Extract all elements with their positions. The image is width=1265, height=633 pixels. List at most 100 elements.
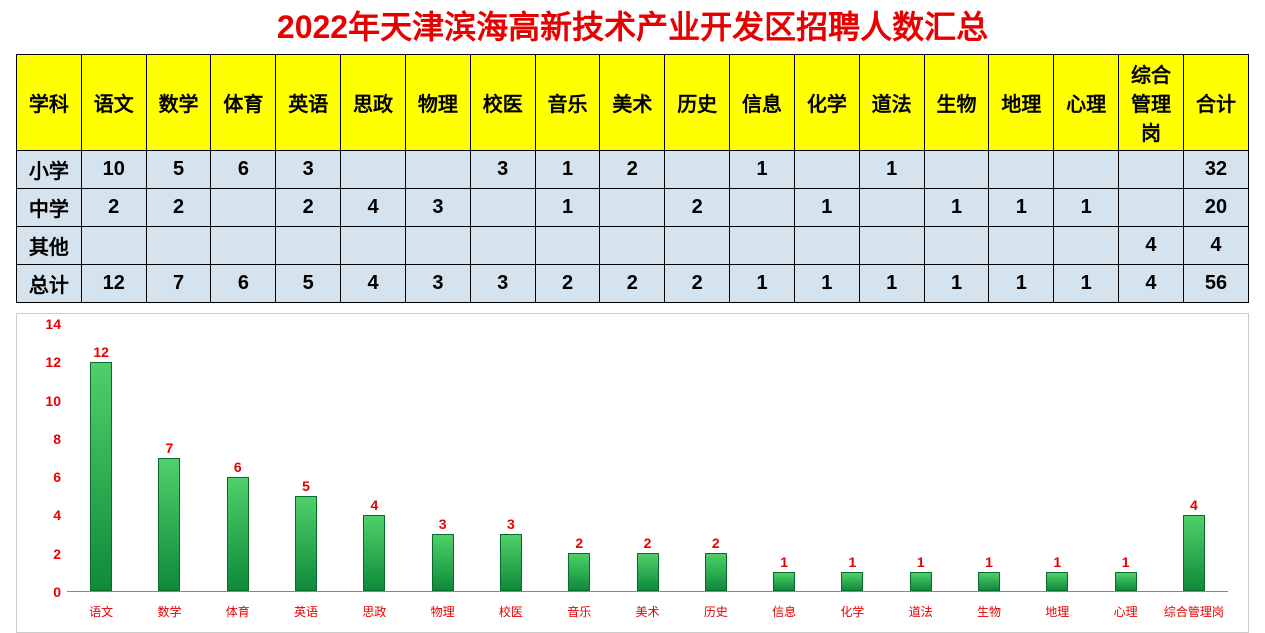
table-cell: 6: [211, 151, 276, 189]
table-cell: [665, 151, 730, 189]
bar: [978, 572, 1000, 591]
table-cell: [859, 189, 924, 227]
bar-value-label: 4: [1190, 497, 1198, 513]
bar-value-label: 2: [644, 535, 652, 551]
table-header-cell: 生物: [924, 55, 989, 151]
y-axis: 02468101214: [35, 324, 65, 592]
bar: [432, 534, 454, 591]
bar: [568, 553, 590, 591]
table-cell: [730, 227, 795, 265]
table-cell: [924, 151, 989, 189]
x-axis-label: 信息: [750, 603, 818, 620]
x-axis-label: 英语: [272, 603, 340, 620]
bar: [500, 534, 522, 591]
bar-slot: 7: [135, 324, 203, 591]
table-cell: [989, 227, 1054, 265]
table-cell: 1: [730, 151, 795, 189]
table-row: 中学2224312111120: [17, 189, 1249, 227]
table-cell: 7: [146, 265, 211, 303]
table-cell: 2: [600, 265, 665, 303]
table-cell: 56: [1183, 265, 1248, 303]
table-cell: 6: [211, 265, 276, 303]
table-cell: [665, 227, 730, 265]
bar-value-label: 3: [507, 516, 515, 532]
table-cell: 1: [989, 189, 1054, 227]
bar: [90, 362, 112, 591]
table-row: 总计12765433222111111456: [17, 265, 1249, 303]
x-axis-label: 体育: [204, 603, 272, 620]
bar: [637, 553, 659, 591]
table-cell: 3: [276, 151, 341, 189]
bar-value-label: 1: [780, 554, 788, 570]
table-cell: 32: [1183, 151, 1248, 189]
x-axis-label: 道法: [887, 603, 955, 620]
bar-slot: 2: [545, 324, 613, 591]
y-tick-label: 6: [53, 469, 61, 485]
bar-slot: 3: [477, 324, 545, 591]
table-cell: 4: [341, 189, 406, 227]
bar-value-label: 2: [575, 535, 583, 551]
bar-chart: 02468101214 127654332221111114 语文数学体育英语思…: [16, 313, 1249, 633]
row-label: 小学: [17, 151, 82, 189]
bar-slot: 6: [204, 324, 272, 591]
bar-slot: 2: [613, 324, 681, 591]
table-cell: 4: [1119, 265, 1184, 303]
table-cell: 1: [1054, 189, 1119, 227]
bar-value-label: 1: [1053, 554, 1061, 570]
y-tick-label: 14: [45, 316, 61, 332]
table-cell: 5: [276, 265, 341, 303]
table-body: 小学105633121132中学2224312111120其他44总计12765…: [17, 151, 1249, 303]
x-axis-label: 历史: [682, 603, 750, 620]
table-cell: [989, 151, 1054, 189]
table-cell: 4: [1119, 227, 1184, 265]
table-header-cell: 综合管理岗: [1119, 55, 1184, 151]
table-cell: 10: [81, 151, 146, 189]
bar-value-label: 3: [439, 516, 447, 532]
table-cell: 1: [1054, 265, 1119, 303]
table-cell: [600, 227, 665, 265]
bar-value-label: 4: [370, 497, 378, 513]
table-cell: [1119, 189, 1184, 227]
table-header-cell: 校医: [470, 55, 535, 151]
row-label: 总计: [17, 265, 82, 303]
row-label: 其他: [17, 227, 82, 265]
table-cell: 1: [924, 265, 989, 303]
bar: [295, 496, 317, 591]
table-header-cell: 数学: [146, 55, 211, 151]
bar: [227, 477, 249, 591]
table-header-cell: 思政: [341, 55, 406, 151]
plot-area: 127654332221111114: [67, 324, 1228, 592]
table-cell: 3: [405, 265, 470, 303]
table-cell: [859, 227, 924, 265]
bar-slot: 1: [955, 324, 1023, 591]
x-axis-label: 物理: [408, 603, 476, 620]
table-row: 小学105633121132: [17, 151, 1249, 189]
y-tick-label: 12: [45, 354, 61, 370]
table-cell: 1: [859, 151, 924, 189]
bar-value-label: 7: [166, 440, 174, 456]
table-cell: 1: [859, 265, 924, 303]
table-header-cell: 化学: [794, 55, 859, 151]
bar: [363, 515, 385, 591]
bar-value-label: 1: [917, 554, 925, 570]
x-axis-label: 地理: [1023, 603, 1091, 620]
table-cell: 3: [470, 151, 535, 189]
table-header-cell: 道法: [859, 55, 924, 151]
table-cell: 3: [470, 265, 535, 303]
table-cell: 2: [146, 189, 211, 227]
x-axis-label: 美术: [613, 603, 681, 620]
table-cell: 2: [665, 265, 730, 303]
bar-slot: 3: [408, 324, 476, 591]
bar-value-label: 6: [234, 459, 242, 475]
table-row: 其他44: [17, 227, 1249, 265]
table-cell: [924, 227, 989, 265]
x-axis-labels: 语文数学体育英语思政物理校医音乐美术历史信息化学道法生物地理心理综合管理岗: [67, 603, 1228, 620]
table-header-cell: 信息: [730, 55, 795, 151]
table-cell: [211, 227, 276, 265]
bar-slot: 2: [682, 324, 750, 591]
x-axis-label: 校医: [477, 603, 545, 620]
bar: [705, 553, 727, 591]
table-header-cell: 学科: [17, 55, 82, 151]
bar-slot: 12: [67, 324, 135, 591]
table-cell: 2: [535, 265, 600, 303]
